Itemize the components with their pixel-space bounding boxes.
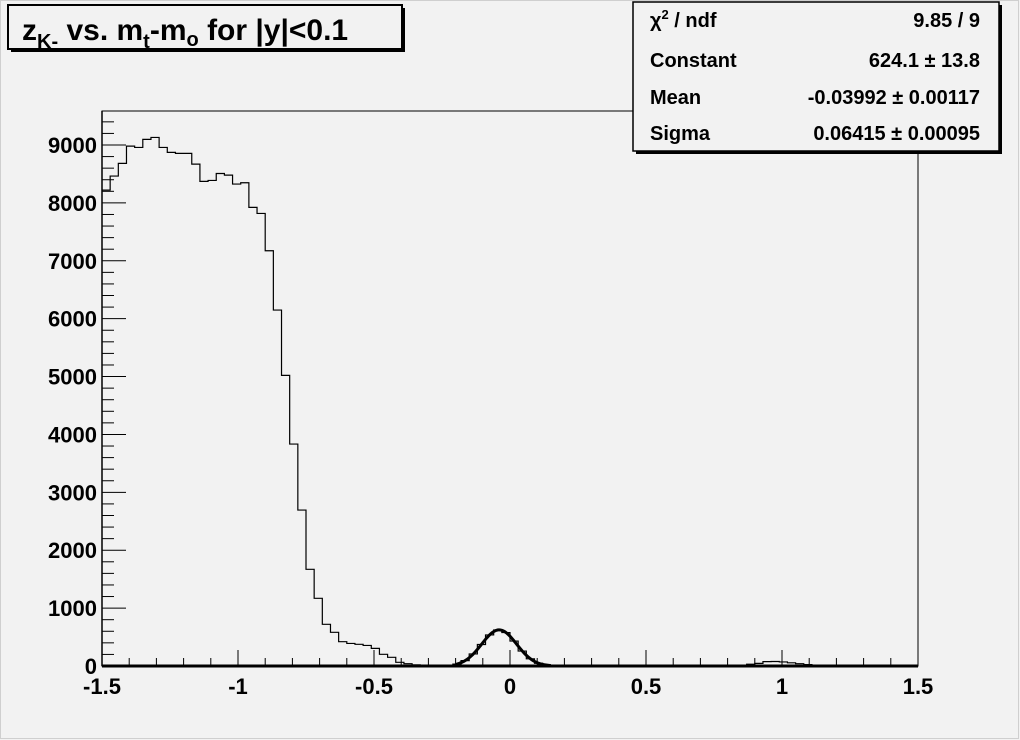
y-tick-label: 6000 bbox=[48, 307, 97, 332]
chart-title: zK- vs. mt-mo for |y|<0.1 bbox=[22, 14, 348, 53]
title-box: zK- vs. mt-mo for |y|<0.1 bbox=[7, 4, 405, 53]
y-tick-label: 5000 bbox=[48, 365, 97, 390]
x-tick-label: -0.5 bbox=[355, 674, 393, 699]
fit-stats-box: χ2 / ndf 9.85 / 9 Constant 624.1 ± 13.8 … bbox=[632, 1, 1002, 154]
stats-label-chi2: χ2 / ndf bbox=[650, 7, 717, 32]
x-tick-label: 1 bbox=[776, 674, 788, 699]
stats-label-constant: Constant bbox=[650, 50, 737, 72]
y-tick-label: 8000 bbox=[48, 191, 97, 216]
gaussian-fit-curve bbox=[455, 628, 551, 668]
x-tick-label: 0 bbox=[504, 674, 516, 699]
x-tick-label: 1.5 bbox=[903, 674, 934, 699]
stats-value-mean: -0.03992 ± 0.00117 bbox=[808, 87, 980, 109]
y-tick-label: 2000 bbox=[48, 538, 97, 563]
x-tick-label: -1 bbox=[228, 674, 248, 699]
stats-value-chi2: 9.85 / 9 bbox=[913, 10, 980, 32]
axes: -1.5 -1 -0.5 0 0.5 1 1.5 0 1000 2000 3000 4000 5000 6… bbox=[48, 111, 933, 699]
y-tick-label: 1000 bbox=[48, 596, 97, 621]
y-tick-label: 0 bbox=[85, 654, 97, 679]
y-tick-label: 3000 bbox=[48, 480, 97, 505]
y-tick-label: 4000 bbox=[48, 422, 97, 447]
stats-label-mean: Mean bbox=[650, 87, 701, 109]
x-tick-label: -1.5 bbox=[83, 674, 121, 699]
plot-frame bbox=[101, 110, 919, 667]
stats-label-sigma: Sigma bbox=[650, 123, 711, 145]
stats-value-sigma: 0.06415 ± 0.00095 bbox=[813, 123, 980, 145]
y-tick-label: 9000 bbox=[48, 133, 97, 158]
stats-value-constant: 624.1 ± 13.8 bbox=[869, 50, 980, 72]
y-tick-label: 7000 bbox=[48, 249, 97, 274]
x-tick-label: 0.5 bbox=[631, 674, 662, 699]
